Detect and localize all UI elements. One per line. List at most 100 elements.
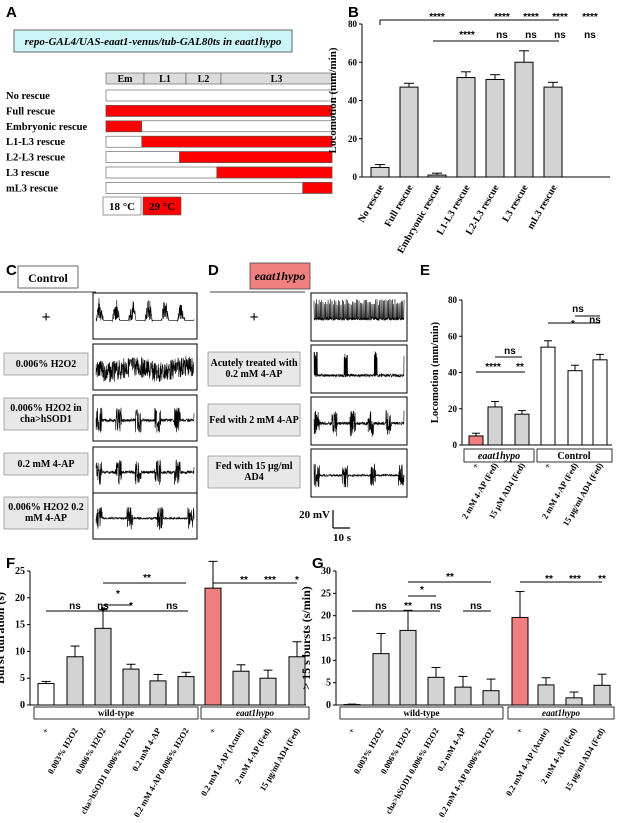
rescue-row-label: L3 rescue: [6, 168, 50, 179]
trace-box: [310, 344, 408, 394]
significance-label: ns: [430, 601, 442, 612]
temperature-legend: 18 °C 29 °C: [102, 196, 182, 216]
bar: [232, 670, 250, 706]
significance-label: **: [516, 362, 524, 373]
panel-c-traces: Control +0.006% H2O2 0.006% H2O2 in cha>h…: [0, 265, 198, 540]
significance-label: ****: [582, 12, 598, 23]
condition-text-wrap: 0.006% H2O2 in cha>hSOD1: [10, 403, 81, 425]
stage-label: L2: [198, 74, 210, 85]
condition-text-wrap: Fed with 15 μg/ml AD4: [215, 461, 293, 483]
significance-label: ns: [554, 30, 566, 41]
panel-letter-a: A: [6, 4, 17, 21]
bar: [565, 697, 583, 706]
bar: [204, 587, 222, 706]
rescue-row-label: Full rescue: [6, 106, 55, 117]
bar: [94, 627, 112, 706]
condition-label: +: [41, 308, 51, 326]
scale-bar-seconds: 10 s: [333, 532, 352, 544]
control-condition-labels: +0.006% H2O2 0.006% H2O2 in cha>hSOD1 0.2 …: [3, 308, 89, 530]
y-tick-label: 20: [321, 611, 331, 622]
y-tick-label: 5: [20, 673, 25, 684]
rescue-row-fill: [105, 120, 143, 133]
condition-box: [3, 352, 89, 376]
significance-label: ***: [264, 575, 276, 586]
significance-label: ****: [523, 12, 539, 23]
significance-label: ****: [485, 362, 501, 373]
significance-label: ****: [552, 12, 568, 23]
significance-label: ns: [504, 346, 516, 357]
group-box: [33, 706, 199, 720]
category-label: 0.2 mM 4-AP: [130, 726, 163, 773]
rescue-row-label: Embryonic rescue: [6, 122, 88, 133]
panel-a-rescue-scheme: repo-GAL4/UAS-eaat1-venus/tub-GAL80ts in…: [6, 29, 333, 216]
condition-text-wrap: 0.2 mM 4-AP: [17, 458, 75, 470]
stage-label: L3: [271, 74, 283, 85]
y-axis-label: Locomotion (mm/min): [327, 47, 339, 153]
stage-label: L1: [159, 74, 171, 85]
significance-label: ns: [572, 304, 584, 315]
bar: [427, 676, 445, 706]
category-label: +: [207, 726, 218, 735]
bar: [399, 86, 419, 178]
category-label: 0.2 mM 4-AP (Acute): [199, 726, 246, 798]
trace-line: [313, 463, 405, 488]
bar: [592, 359, 608, 446]
bar: [370, 166, 390, 178]
y-tick-label: 20: [348, 134, 358, 144]
trace-box: [92, 394, 198, 442]
category-label: +: [542, 461, 553, 470]
condition-box: [3, 496, 89, 530]
y-tick-label: 40: [448, 368, 458, 378]
bar: [537, 684, 555, 706]
category-label: cha>hSOD1 0.006% H2O2: [383, 726, 440, 816]
bar: [514, 413, 530, 446]
y-tick-label: 15: [321, 633, 331, 644]
stage-cell: [220, 72, 333, 85]
condition-text-wrap: +: [249, 309, 258, 325]
trace-line: [95, 506, 195, 531]
rescue-row-fill: [302, 182, 333, 194]
group-label: wild-type: [98, 708, 134, 718]
genotype-box: [13, 29, 293, 53]
trace-line: [95, 459, 195, 485]
condition-label: 0.2 mM 4-AP: [17, 458, 75, 470]
category-label: 0.2 mM 4-AP (Acute): [504, 726, 551, 798]
significance-label: *: [571, 319, 575, 330]
y-tick-label: 20: [448, 404, 458, 414]
y-tick-label: 0: [353, 172, 358, 182]
panel-letter-c: C: [6, 262, 17, 279]
significance-label: ns: [375, 601, 387, 612]
temperature-label: 29 °C: [149, 201, 175, 213]
bar: [485, 78, 505, 178]
significance-label: ns: [470, 601, 482, 612]
bar: [399, 629, 417, 706]
temperature-label: 18 °C: [109, 201, 135, 213]
trace-box: [92, 446, 198, 494]
eaat1-traces: [310, 292, 408, 498]
trace-line: [313, 351, 405, 379]
rescue-row-label: L2-L3 rescue: [6, 153, 65, 164]
group-box: [463, 448, 535, 463]
bar: [482, 690, 500, 706]
y-tick-label: 15: [15, 620, 25, 631]
trace-line: [95, 356, 195, 383]
category-label: mL3 rescue: [525, 183, 560, 232]
rescue-row-label: No rescue: [6, 91, 50, 102]
bar: [514, 61, 534, 178]
rescue-row-fill: [141, 135, 333, 148]
condition-text-wrap: 0.006% H2O2 0.2 mM 4-AP: [8, 502, 84, 524]
significance-label: ns: [525, 30, 537, 41]
condition-text-wrap: +: [41, 308, 51, 326]
panel-letter-f: F: [6, 555, 15, 572]
bar: [567, 370, 583, 446]
control-traces: [92, 292, 198, 540]
condition-label: Fed with 15 μg/ml AD4: [215, 461, 293, 483]
significance-label: **: [446, 572, 454, 583]
significance-label: ns: [584, 30, 596, 41]
category-label: +: [514, 726, 525, 735]
stage-header: Em L1 L2 L3: [105, 72, 333, 85]
eaat1-header-box: [249, 262, 311, 290]
group-label: Control: [557, 451, 590, 462]
significance-label: ****: [459, 30, 475, 41]
